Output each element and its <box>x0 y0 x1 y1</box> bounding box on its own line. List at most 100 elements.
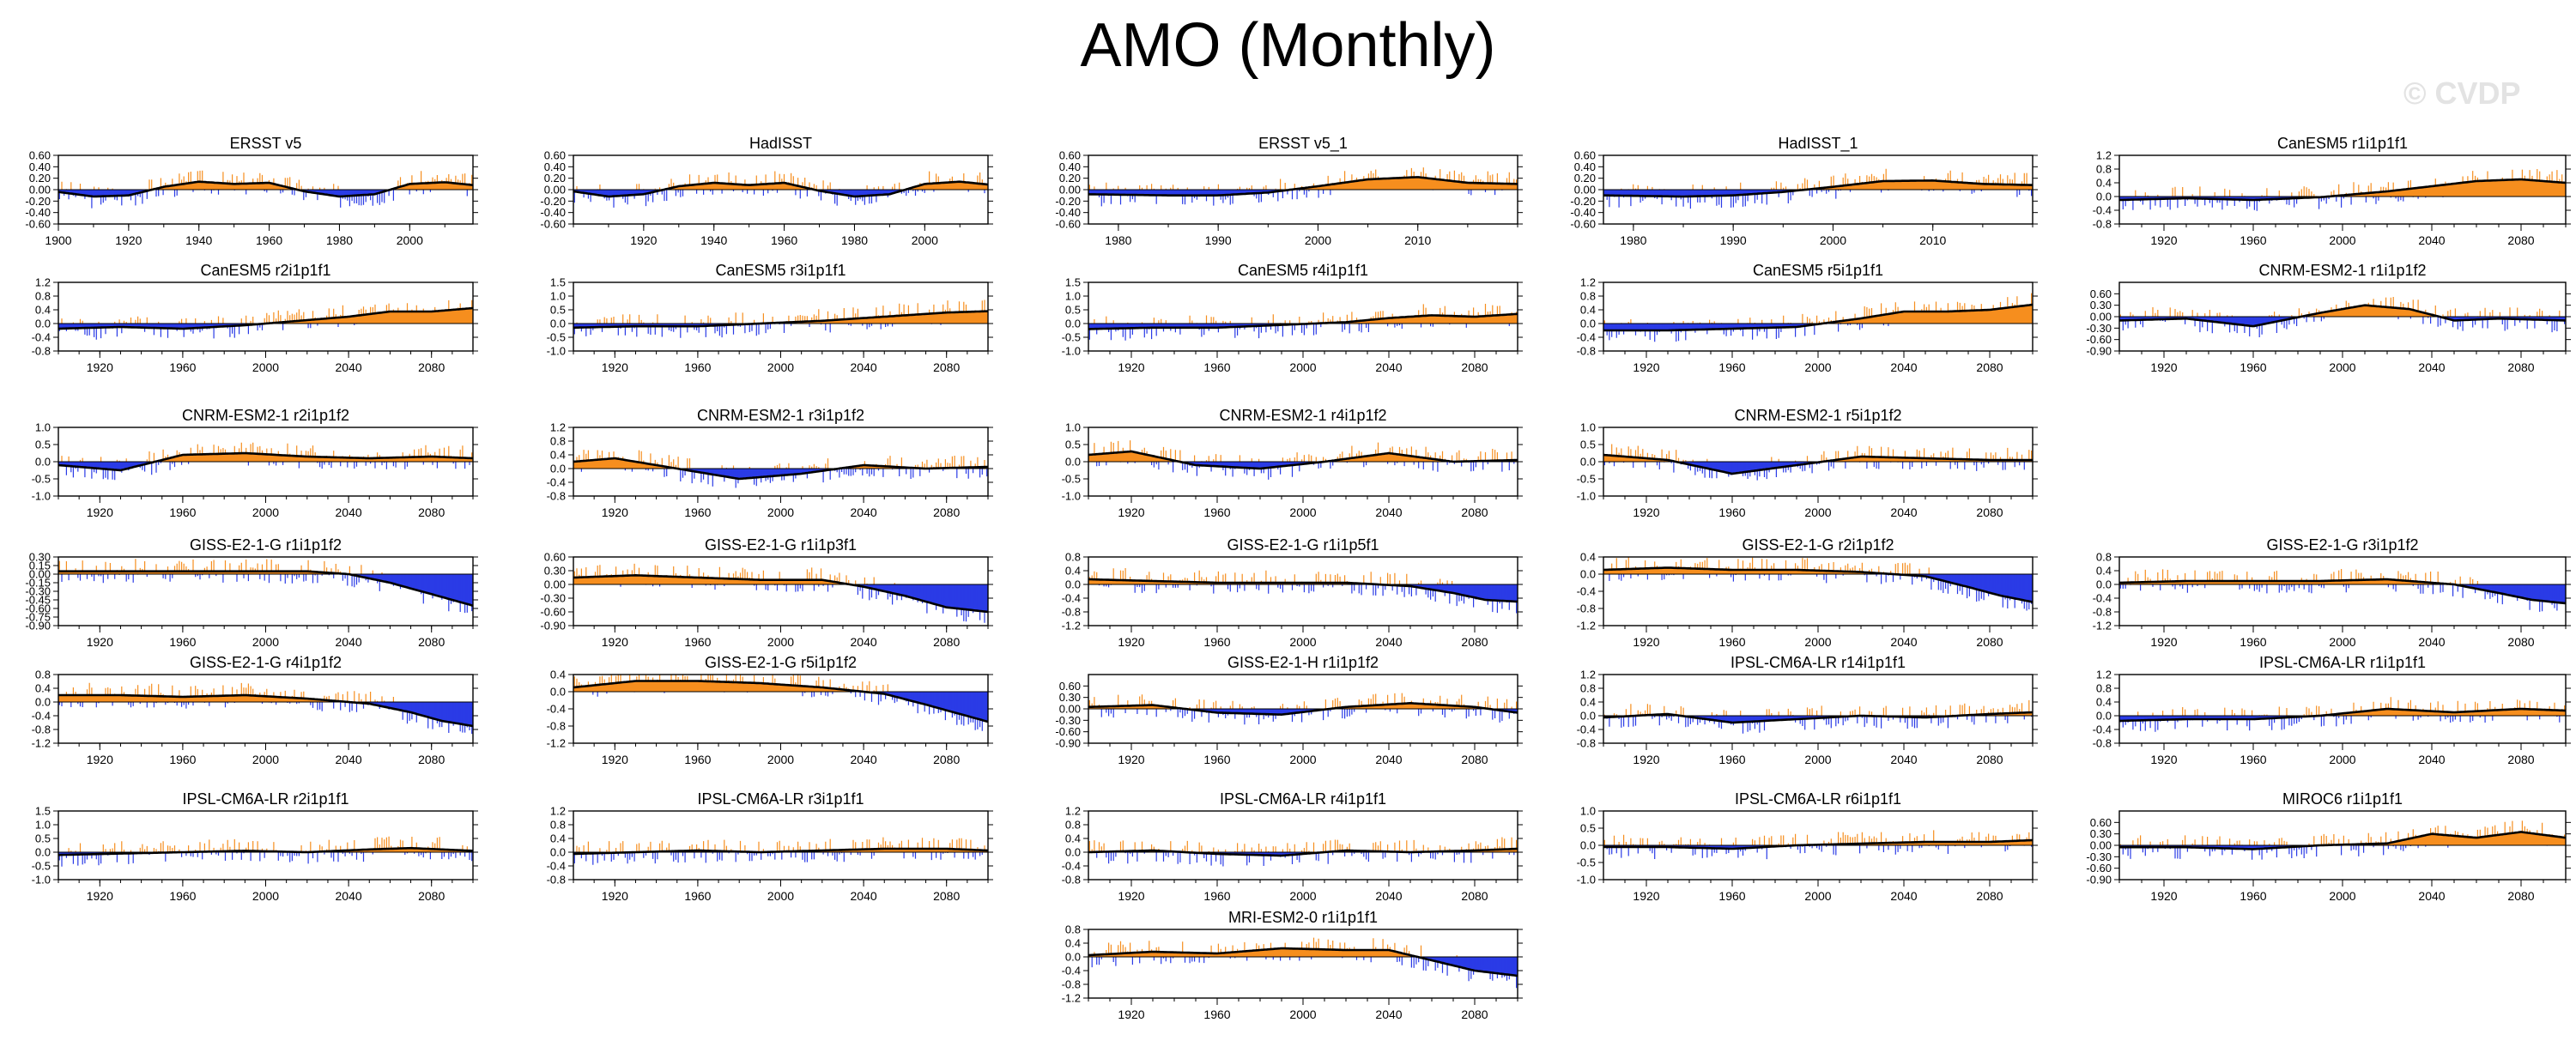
y-tick-label: -0.8 <box>1577 345 1596 358</box>
y-tick-label: 0.00 <box>29 184 51 197</box>
positive-fill <box>573 681 988 692</box>
positive-fill <box>1603 305 2033 324</box>
y-tick-label: 0.8 <box>1580 682 1596 695</box>
y-tick-label: 0.30 <box>29 551 51 564</box>
x-tick-label: 2040 <box>1375 889 1402 903</box>
plot-frame <box>573 810 989 881</box>
x-tick-label: 2080 <box>1976 360 2003 374</box>
y-tick-label: 0.0 <box>1065 951 1081 964</box>
positive-fill <box>2119 305 2566 317</box>
x-tick-label: 2000 <box>2329 635 2355 649</box>
y-tick-label: -0.4 <box>32 710 51 723</box>
y-tick-label: 1.0 <box>550 290 566 303</box>
y-tick-label: -1.0 <box>32 874 51 887</box>
y-tick-label: -0.4 <box>547 860 566 873</box>
positive-spikes <box>1603 293 2033 324</box>
y-tick-label: 0.8 <box>35 669 51 681</box>
x-tick-label: 2010 <box>1404 233 1431 247</box>
y-tick-label: -0.4 <box>1577 723 1596 736</box>
x-tick-label: 2040 <box>2418 233 2445 247</box>
chart-panel: GISS-E2-1-G r2i1p1f2 0.4 0.0 -0.4 -0.8 -1.2 19… <box>1577 536 2038 649</box>
x-tick-label: 2000 <box>1289 1008 1316 1021</box>
y-tick-label: -0.4 <box>2093 723 2112 736</box>
smoothed-line <box>1603 838 2034 850</box>
chart-title: IPSL-CM6A-LR r3i1p1f1 <box>697 790 864 808</box>
y-tick-label: 0.8 <box>2096 682 2112 695</box>
x-tick-label: 2080 <box>418 753 445 766</box>
y-tick-label: -0.4 <box>547 703 566 716</box>
y-tick-label: -1.0 <box>1577 490 1596 503</box>
x-tick-label: 2000 <box>1804 753 1831 766</box>
x-tick-label: 1960 <box>1718 889 1745 903</box>
y-tick-label: 0.20 <box>544 172 566 185</box>
x-tick-label: 1920 <box>1633 889 1659 903</box>
x-tick-label: 2040 <box>336 889 362 903</box>
x-tick-label: 2080 <box>933 360 960 374</box>
x-tick-label: 1920 <box>87 889 113 903</box>
y-tick-label: 1.0 <box>35 421 51 434</box>
negative-fill <box>2119 716 2566 721</box>
y-tick-label: -0.45 <box>25 594 51 607</box>
y-tick-label: -0.8 <box>547 720 566 733</box>
x-tick-label: 2000 <box>767 753 794 766</box>
y-tick-label: -0.5 <box>1577 856 1596 869</box>
y-tick-label: 0.15 <box>29 560 51 572</box>
x-tick-label: 2000 <box>1289 360 1316 374</box>
chart-title: MIROC6 r1i1p1f1 <box>2282 790 2403 808</box>
smoothed-line <box>1088 701 1518 717</box>
y-tick-label: 0.0 <box>550 463 566 475</box>
chart-panel: GISS-E2-1-G r1i1p5f1 0.80.40.0-0.4-0.8-1.… <box>1062 536 1523 649</box>
chart-title: IPSL-CM6A-LR r4i1p1f1 <box>1220 790 1386 808</box>
x-tick-label: 2080 <box>1461 360 1488 374</box>
y-tick-label: 0.4 <box>2096 177 2112 190</box>
y-tick-label: 0.0 <box>1580 839 1596 852</box>
y-tick-label: -0.5 <box>1062 473 1081 486</box>
x-tick-label: 2000 <box>2329 753 2355 766</box>
chart-panel: CNRM-ESM2-1 r1i1p1f20.600.300.00-0.30-0.… <box>2086 262 2571 374</box>
x-tick-label: 1960 <box>684 753 711 766</box>
smoothed-line <box>573 680 989 723</box>
x-tick-label: 2040 <box>851 635 877 649</box>
chart-panel: ERSST v5 0.600.400.200.00-0.20-0.40-0.60 1… <box>25 135 478 247</box>
y-tick-label: 0.4 <box>35 304 51 317</box>
x-tick-label: 2000 <box>252 889 279 903</box>
positive-fill <box>1088 451 1518 462</box>
x-tick-label: 1960 <box>1203 1008 1230 1021</box>
chart-title: GISS-E2-1-G r1i1p3f1 <box>705 536 857 554</box>
negative-spikes <box>1096 852 1515 867</box>
y-tick-label: 0.60 <box>1059 680 1081 693</box>
x-tick-label: 2080 <box>2507 233 2534 247</box>
chart-title: CNRM-ESM2-1 r1i1p1f2 <box>2258 262 2426 279</box>
x-tick-label: 1920 <box>602 889 628 903</box>
x-tick-label: 1980 <box>1620 233 1646 247</box>
x-tick-label: 1920 <box>602 505 628 519</box>
smoothed-line <box>1088 947 1518 977</box>
x-tick-label: 2000 <box>1820 233 1846 247</box>
y-tick-label: -0.30 <box>25 585 51 598</box>
y-tick-label: 1.5 <box>550 276 566 289</box>
chart-panel: CNRM-ESM2-1 r3i1p1f2 1.20.80.40.0-0.4-0.8… <box>547 407 993 519</box>
x-tick-label: 1980 <box>326 233 353 247</box>
y-tick-label: 1.2 <box>550 421 566 434</box>
x-tick-label: 2040 <box>851 505 877 519</box>
y-tick-label: -0.8 <box>1062 874 1081 887</box>
x-tick-label: 1960 <box>169 505 196 519</box>
x-tick-label: 1960 <box>771 233 797 247</box>
x-tick-label: 1920 <box>1118 635 1144 649</box>
y-tick-label: 0.00 <box>1059 184 1081 197</box>
x-tick-label: 2040 <box>2418 360 2445 374</box>
y-tick-label: -0.8 <box>2093 737 2112 750</box>
x-tick-label: 2080 <box>2507 360 2534 374</box>
x-tick-label: 2040 <box>336 635 362 649</box>
y-tick-label: 0.8 <box>1065 819 1081 832</box>
chart-panel: IPSL-CM6A-LR r1i1p1f1 1.20.80.40.0-0.4-0.… <box>2093 654 2571 766</box>
x-tick-label: 1960 <box>684 889 711 903</box>
y-tick-label: -0.8 <box>2093 606 2112 619</box>
y-tick-label: 0.0 <box>550 686 566 699</box>
y-tick-label: 0.00 <box>29 568 51 581</box>
positive-spikes <box>61 300 473 324</box>
smoothed-line <box>2119 831 2567 850</box>
x-tick-label: 2080 <box>1461 1008 1488 1021</box>
y-tick-label: -0.4 <box>1577 585 1596 598</box>
chart-title: GISS-E2-1-G r1i1p1f2 <box>190 536 342 554</box>
